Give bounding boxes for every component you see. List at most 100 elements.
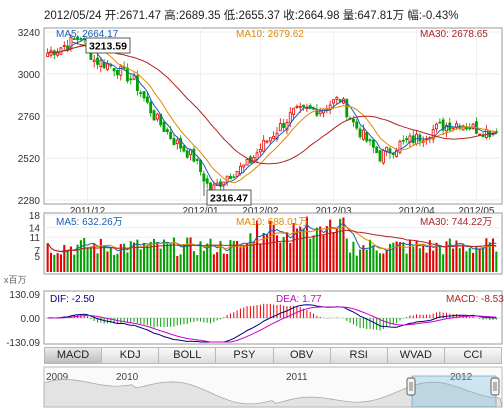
tab-macd[interactable]: MACD: [44, 347, 103, 364]
volume-bar: [485, 238, 488, 272]
candle-body: [302, 104, 306, 108]
volume-bar: [325, 226, 328, 272]
volume-bar: [89, 246, 92, 272]
volume-bar: [189, 237, 192, 272]
volume-bar: [359, 249, 362, 272]
candle-body: [435, 123, 438, 130]
volume-bar: [246, 243, 249, 272]
volume-bar: [402, 243, 405, 272]
volume-bar: [143, 243, 146, 272]
volume-y-tick: 14: [29, 224, 41, 235]
volume-bar: [412, 246, 415, 272]
volume-bar: [172, 237, 175, 272]
navigator-right-handle[interactable]: [490, 377, 500, 396]
candle-body: [278, 123, 282, 132]
month-label: 2012/05: [458, 206, 495, 217]
volume-bar: [378, 253, 382, 272]
price-y-tick: 3000: [18, 70, 41, 81]
candle-body: [129, 78, 133, 81]
volume-bar: [123, 243, 126, 272]
tab-boll[interactable]: BOLL: [159, 347, 217, 364]
volume-bar: [126, 252, 129, 272]
volume-bar: [249, 233, 252, 272]
macd-y-tick: -130.09: [6, 338, 40, 349]
volume-bar: [66, 249, 69, 272]
tab-obv[interactable]: OBV: [273, 347, 331, 364]
volume-bar: [452, 248, 455, 272]
volume-bar: [219, 240, 222, 272]
candle-body: [468, 127, 472, 130]
volume-y-tick: 18: [29, 211, 41, 222]
candle-body: [179, 138, 183, 149]
price-ma-lines: [47, 38, 497, 187]
volume-bar: [129, 241, 132, 272]
volume-bar: [395, 241, 398, 272]
price-y-axis: 3240 3000 2760 2520 2280: [18, 28, 41, 207]
navigator-left-handle[interactable]: [406, 377, 416, 396]
candle-body: [288, 112, 292, 124]
candle-body: [69, 37, 73, 49]
volume-bar: [202, 250, 205, 272]
volume-bar: [166, 242, 169, 272]
macd-lines: [47, 304, 497, 343]
dif-label: DIF: -2.50: [50, 294, 95, 305]
candle-body: [265, 140, 269, 143]
volume-bars: [46, 216, 498, 272]
tab-wvad[interactable]: WVAD: [387, 347, 445, 364]
volume-bar: [435, 242, 438, 272]
price-y-tick: 2760: [18, 112, 41, 123]
candle-body: [295, 105, 299, 108]
month-label: 2011/12: [70, 206, 106, 217]
volume-bar: [179, 254, 182, 272]
candle-body: [132, 75, 136, 80]
navigator-year-label: 2011: [286, 372, 308, 383]
candle-body: [62, 45, 66, 48]
volume-bar: [448, 238, 451, 272]
candle-body: [268, 137, 272, 142]
volume-bar: [56, 253, 59, 272]
candle-body: [318, 110, 322, 114]
volume-bar: [432, 250, 435, 272]
volume-bar: [302, 228, 305, 272]
volume-bar: [152, 238, 156, 272]
volume-bar: [69, 246, 72, 272]
tab-kdj[interactable]: KDJ: [102, 347, 160, 364]
volume-y-tick: 11: [30, 233, 41, 244]
volume-bar: [465, 251, 468, 272]
volume-bar: [109, 246, 112, 272]
month-label: 2012/03: [315, 206, 352, 217]
candle-body: [292, 107, 296, 115]
volume-bar: [455, 240, 458, 272]
volume-bar: [79, 240, 82, 272]
tab-psy[interactable]: PSY: [216, 347, 274, 364]
macd-panel[interactable]: [43, 290, 503, 345]
navigator-area: [43, 379, 503, 408]
candle-body: [112, 68, 116, 72]
volume-bar: [319, 226, 322, 272]
ma30-line: [47, 45, 497, 165]
candle-body: [391, 153, 395, 155]
volume-bar: [332, 231, 335, 272]
volume-bar: [119, 244, 122, 272]
volume-bar: [159, 248, 162, 272]
candle-body: [175, 139, 179, 145]
month-label: 2012/01: [182, 206, 219, 217]
tab-cci[interactable]: CCI: [444, 347, 502, 364]
tab-rsi[interactable]: RSI: [330, 347, 388, 364]
candle-body: [195, 159, 199, 161]
candle-body: [225, 175, 229, 183]
candle-body: [378, 150, 382, 162]
price-ma5-label: MA5: 2664.17: [56, 29, 119, 40]
volume-bar: [46, 243, 49, 272]
volume-bar: [199, 241, 202, 272]
candle-body: [368, 139, 372, 142]
volume-bar: [93, 244, 96, 272]
navigator-selection[interactable]: [411, 375, 497, 408]
volume-bar: [468, 247, 471, 272]
volume-bar: [106, 251, 109, 272]
candle-body: [229, 176, 232, 180]
volume-bar: [349, 252, 352, 272]
